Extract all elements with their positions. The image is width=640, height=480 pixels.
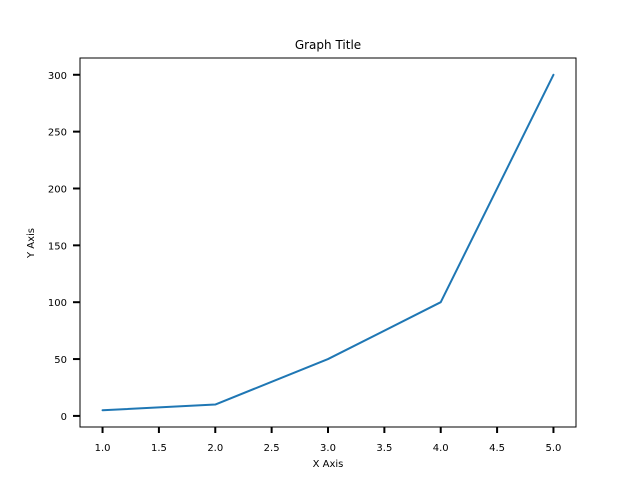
- x-tick-label: 3.0: [320, 443, 336, 454]
- y-tick-label: 250: [48, 128, 67, 139]
- x-tick-label: 2.0: [207, 443, 223, 454]
- x-axis-ticks: 1.0 1.5 2.0 2.5 3.0 3.5 4.0 4.5 5.0: [95, 427, 562, 454]
- x-tick-label: 3.5: [376, 443, 392, 454]
- y-tick-label: 50: [54, 355, 67, 366]
- y-tick-label: 200: [48, 184, 67, 195]
- x-tick-label: 4.5: [489, 443, 505, 454]
- plot-frame: [79, 57, 577, 428]
- chart-title: Graph Title: [295, 38, 361, 52]
- x-tick-label: 1.5: [151, 443, 167, 454]
- y-axis-label: Y Axis: [26, 228, 37, 259]
- x-axis-label: X Axis: [313, 459, 344, 470]
- series-line: [101, 73, 555, 412]
- y-tick-label: 300: [48, 71, 67, 82]
- x-tick-label: 4.0: [433, 443, 449, 454]
- x-tick-label: 5.0: [546, 443, 562, 454]
- x-tick-label: 2.5: [264, 443, 280, 454]
- series-layer: [101, 73, 555, 412]
- y-tick-label: 0: [61, 412, 67, 423]
- y-axis-ticks: 0 50 100 150 200 250 300: [48, 71, 80, 423]
- y-tick-label: 100: [48, 298, 67, 309]
- y-tick-label: 150: [48, 241, 67, 252]
- x-tick-label: 1.0: [95, 443, 111, 454]
